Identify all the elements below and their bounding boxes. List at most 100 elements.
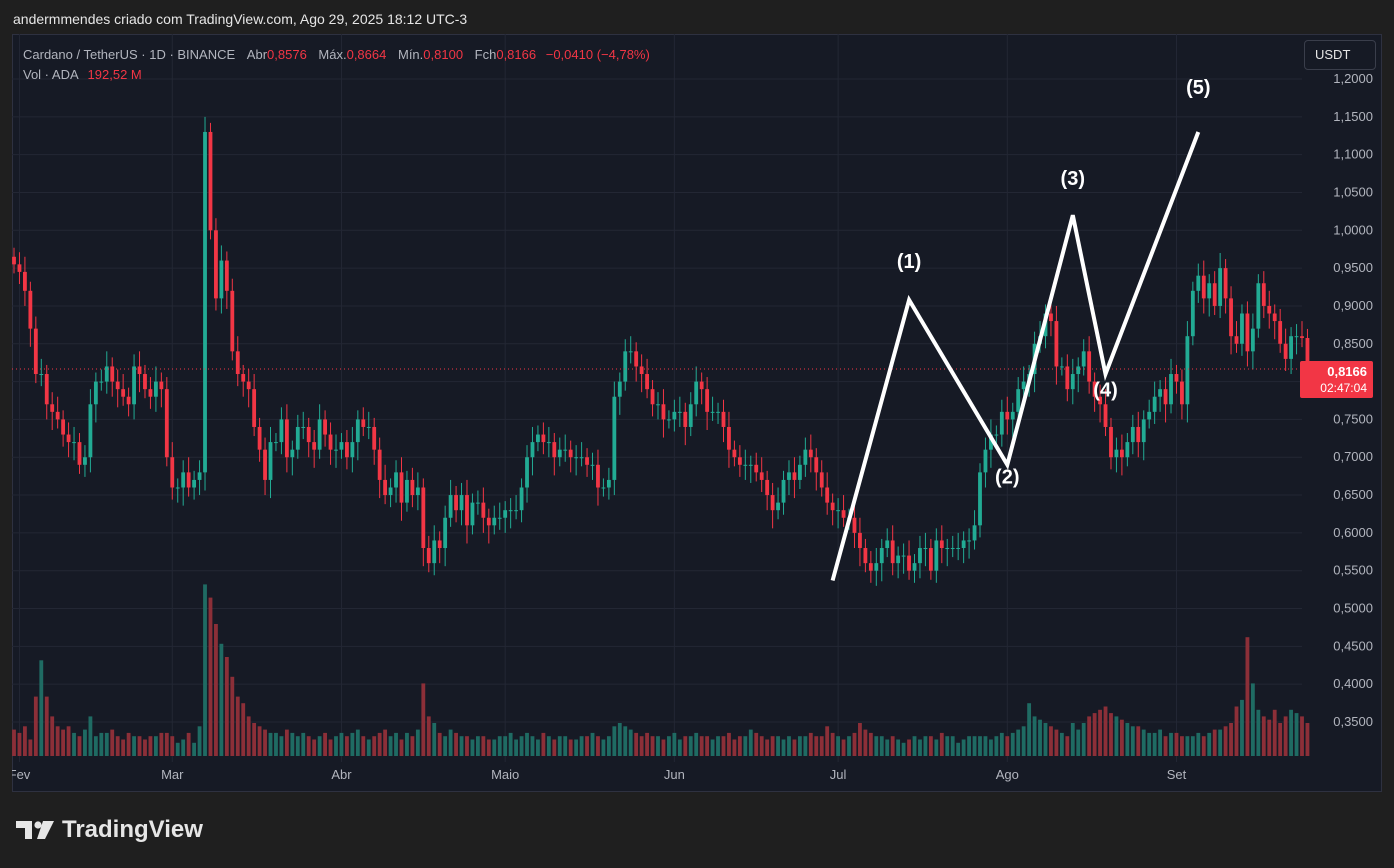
candle-body [432,540,437,564]
candle-body [890,540,895,564]
candle-body [383,479,388,496]
candle-body [628,351,633,353]
candle-body [50,404,55,412]
candle-body [901,555,906,557]
candle-body [688,404,693,427]
volume-bar [383,729,388,756]
volume-bar [197,726,202,756]
volume-bar [1190,736,1195,756]
candle-body [519,487,524,511]
volume-label[interactable]: Vol · ADA [23,67,78,82]
volume-bar [470,739,475,756]
volume-bar [181,739,186,756]
volume-bar [661,739,666,756]
volume-bar [83,729,87,756]
volume-bar [765,739,770,756]
candle-body [989,434,993,450]
volume-bar [1229,723,1233,756]
candle-body [661,404,666,420]
volume-bar [1027,703,1032,756]
volume-bar [808,732,813,756]
volume-bar [634,732,639,756]
volume-bar [1201,736,1206,756]
candle-body [454,495,458,511]
candle-body [972,525,977,541]
candle-body [1054,321,1059,367]
candle-body [1261,283,1266,306]
volume-bar [246,716,251,756]
candle-body [1005,411,1010,420]
candle-body [399,472,404,503]
candle-body [716,411,720,413]
candle-body [645,374,649,390]
low-label: Mín. [397,47,424,62]
candle-body [459,495,464,511]
chart-grid [12,34,1302,762]
symbol-title[interactable]: Cardano / TetherUS · 1D · BINANCE [23,47,236,62]
close-label: Fch [474,47,497,62]
currency-button[interactable]: USDT [1304,40,1376,70]
candle-body [928,548,933,571]
candle-body [601,487,606,489]
price-tick-label: 1,1000 [1333,147,1373,162]
candle-body [1278,321,1283,344]
volume-bar [781,739,786,756]
candle-body [1163,389,1168,405]
candle-body [923,548,928,550]
candle-body [552,442,557,458]
volume-bar [797,736,802,756]
candle-body [1185,336,1190,405]
volume-bar [557,736,562,756]
price-axis: 1,2000 1,1500 1,1000 1,0500 1,0000 0,9500 0,90… [1333,71,1373,729]
volume-bar [590,732,595,756]
volume-bar [33,696,38,756]
tradingview-logo[interactable]: TradingView [16,816,203,844]
price-tick-label: 0,7000 [1333,449,1373,464]
candle-body [437,540,442,549]
candle-body [465,495,469,526]
candle-body [99,381,104,383]
candle-body [1190,290,1195,337]
candle-body [841,510,846,518]
candle-body [732,449,737,458]
candle-body [361,419,366,427]
price-tick-label: 0,3500 [1333,714,1373,729]
volume-bar [546,736,551,756]
volume-bar [1141,729,1146,756]
candle-body [918,548,922,564]
volume-bar [77,736,82,756]
candle-body [1256,283,1261,329]
candle-body [1049,313,1053,322]
chart-panel[interactable] [12,34,1382,792]
candle-body [787,472,791,480]
volume-bar [1070,723,1075,756]
time-tick-label: Maio [491,767,519,782]
candle-body [55,411,60,420]
candle-body [590,464,595,466]
volume-bar [601,739,606,756]
volume-bar [868,732,873,756]
candle-body [1098,396,1102,405]
volume-bar [896,739,901,756]
volume-bar [628,729,633,756]
candle-body [1010,411,1015,420]
candle-body [803,449,808,465]
candle-body [72,442,76,444]
candle-body [366,426,371,428]
candle-body [934,540,939,571]
candle-body [896,555,901,564]
volume-bar [1125,723,1130,756]
volume-bar [770,736,775,756]
bar-countdown: 02:47:04 [1320,381,1367,395]
volume-bar [612,726,617,756]
candle-body [1283,343,1288,359]
volume-bar [994,736,999,756]
volume-bar [115,736,120,756]
candle-body [667,419,671,421]
price-chart[interactable]: (1) (2) (3) (4) (5) 1,2000 1,1500 1,1000 1,0500… [12,34,1382,792]
candle-body [1065,366,1070,390]
volume-bar [486,739,491,756]
volume-bar [792,739,797,756]
last-price-tag: 0,8166 02:47:04 [1300,361,1373,398]
volume-bar [677,739,682,756]
